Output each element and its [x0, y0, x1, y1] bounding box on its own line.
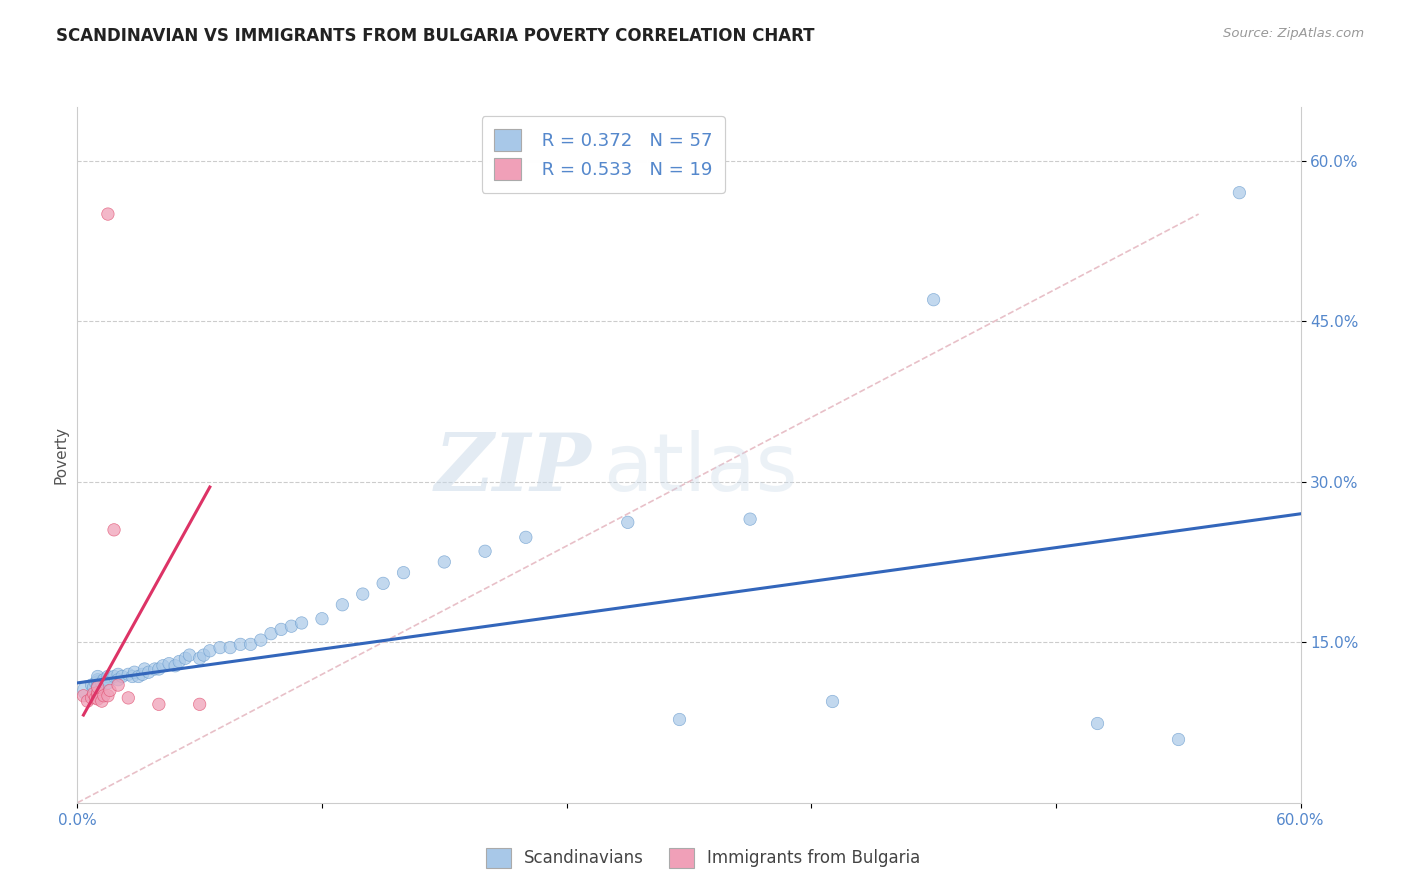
- Point: [80, 690, 103, 705]
- Point: [87, 680, 110, 694]
- Point: [72, 689, 94, 703]
- Text: Source: ZipAtlas.com: Source: ZipAtlas.com: [1223, 27, 1364, 40]
- Point: [1085, 715, 1108, 730]
- Point: [290, 615, 312, 630]
- Point: [107, 667, 129, 681]
- Point: [124, 665, 146, 680]
- Point: [433, 555, 456, 569]
- Point: [148, 698, 170, 712]
- Point: [97, 689, 120, 703]
- Point: [93, 673, 115, 687]
- Point: [97, 669, 120, 683]
- Point: [84, 690, 107, 705]
- Point: [474, 544, 496, 558]
- Point: [103, 523, 125, 537]
- Point: [515, 530, 537, 544]
- Point: [332, 598, 354, 612]
- Point: [83, 687, 105, 701]
- Point: [668, 712, 690, 726]
- Point: [188, 698, 211, 712]
- Point: [229, 637, 252, 651]
- Point: [87, 678, 110, 692]
- Text: atlas: atlas: [603, 430, 797, 508]
- Point: [219, 640, 242, 655]
- Point: [179, 648, 201, 662]
- Point: [87, 685, 110, 699]
- Point: [83, 680, 105, 694]
- Point: [90, 676, 112, 690]
- Point: [87, 673, 110, 687]
- Point: [98, 683, 121, 698]
- Point: [174, 651, 197, 665]
- Point: [87, 680, 110, 694]
- Point: [117, 667, 139, 681]
- Point: [127, 669, 149, 683]
- Point: [76, 683, 98, 698]
- Point: [87, 689, 110, 703]
- Point: [138, 665, 160, 680]
- Point: [169, 655, 191, 669]
- Point: [188, 651, 211, 665]
- Point: [260, 626, 283, 640]
- Point: [1229, 186, 1251, 200]
- Point: [87, 669, 110, 683]
- Point: [157, 657, 180, 671]
- Point: [250, 633, 273, 648]
- Point: [617, 516, 640, 530]
- Legend: Scandinavians, Immigrants from Bulgaria: Scandinavians, Immigrants from Bulgaria: [479, 841, 927, 875]
- Point: [152, 658, 174, 673]
- Text: SCANDINAVIAN VS IMMIGRANTS FROM BULGARIA POVERTY CORRELATION CHART: SCANDINAVIAN VS IMMIGRANTS FROM BULGARIA…: [56, 27, 814, 45]
- Point: [97, 207, 120, 221]
- Point: [111, 669, 134, 683]
- Point: [103, 669, 125, 683]
- Legend:  R = 0.372   N = 57,  R = 0.533   N = 19: R = 0.372 N = 57, R = 0.533 N = 19: [482, 116, 725, 193]
- Point: [97, 676, 120, 690]
- Point: [740, 512, 762, 526]
- Point: [87, 674, 110, 689]
- Point: [80, 678, 103, 692]
- Point: [93, 689, 115, 703]
- Point: [143, 662, 166, 676]
- Point: [131, 667, 153, 681]
- Point: [84, 676, 107, 690]
- Point: [270, 623, 292, 637]
- Point: [165, 658, 187, 673]
- Point: [97, 673, 120, 687]
- Point: [117, 690, 139, 705]
- Point: [198, 644, 221, 658]
- Text: ZIP: ZIP: [434, 430, 591, 508]
- Point: [311, 612, 333, 626]
- Point: [90, 694, 112, 708]
- Point: [239, 637, 262, 651]
- Point: [193, 648, 215, 662]
- Point: [107, 678, 129, 692]
- Point: [76, 694, 98, 708]
- Point: [87, 692, 110, 706]
- Y-axis label: Poverty: Poverty: [53, 425, 69, 484]
- Point: [280, 619, 302, 633]
- Point: [821, 694, 844, 708]
- Point: [392, 566, 415, 580]
- Point: [107, 673, 129, 687]
- Point: [371, 576, 394, 591]
- Point: [121, 669, 143, 683]
- Point: [134, 662, 156, 676]
- Point: [1167, 731, 1189, 746]
- Point: [922, 293, 945, 307]
- Point: [352, 587, 374, 601]
- Point: [208, 640, 231, 655]
- Point: [148, 662, 170, 676]
